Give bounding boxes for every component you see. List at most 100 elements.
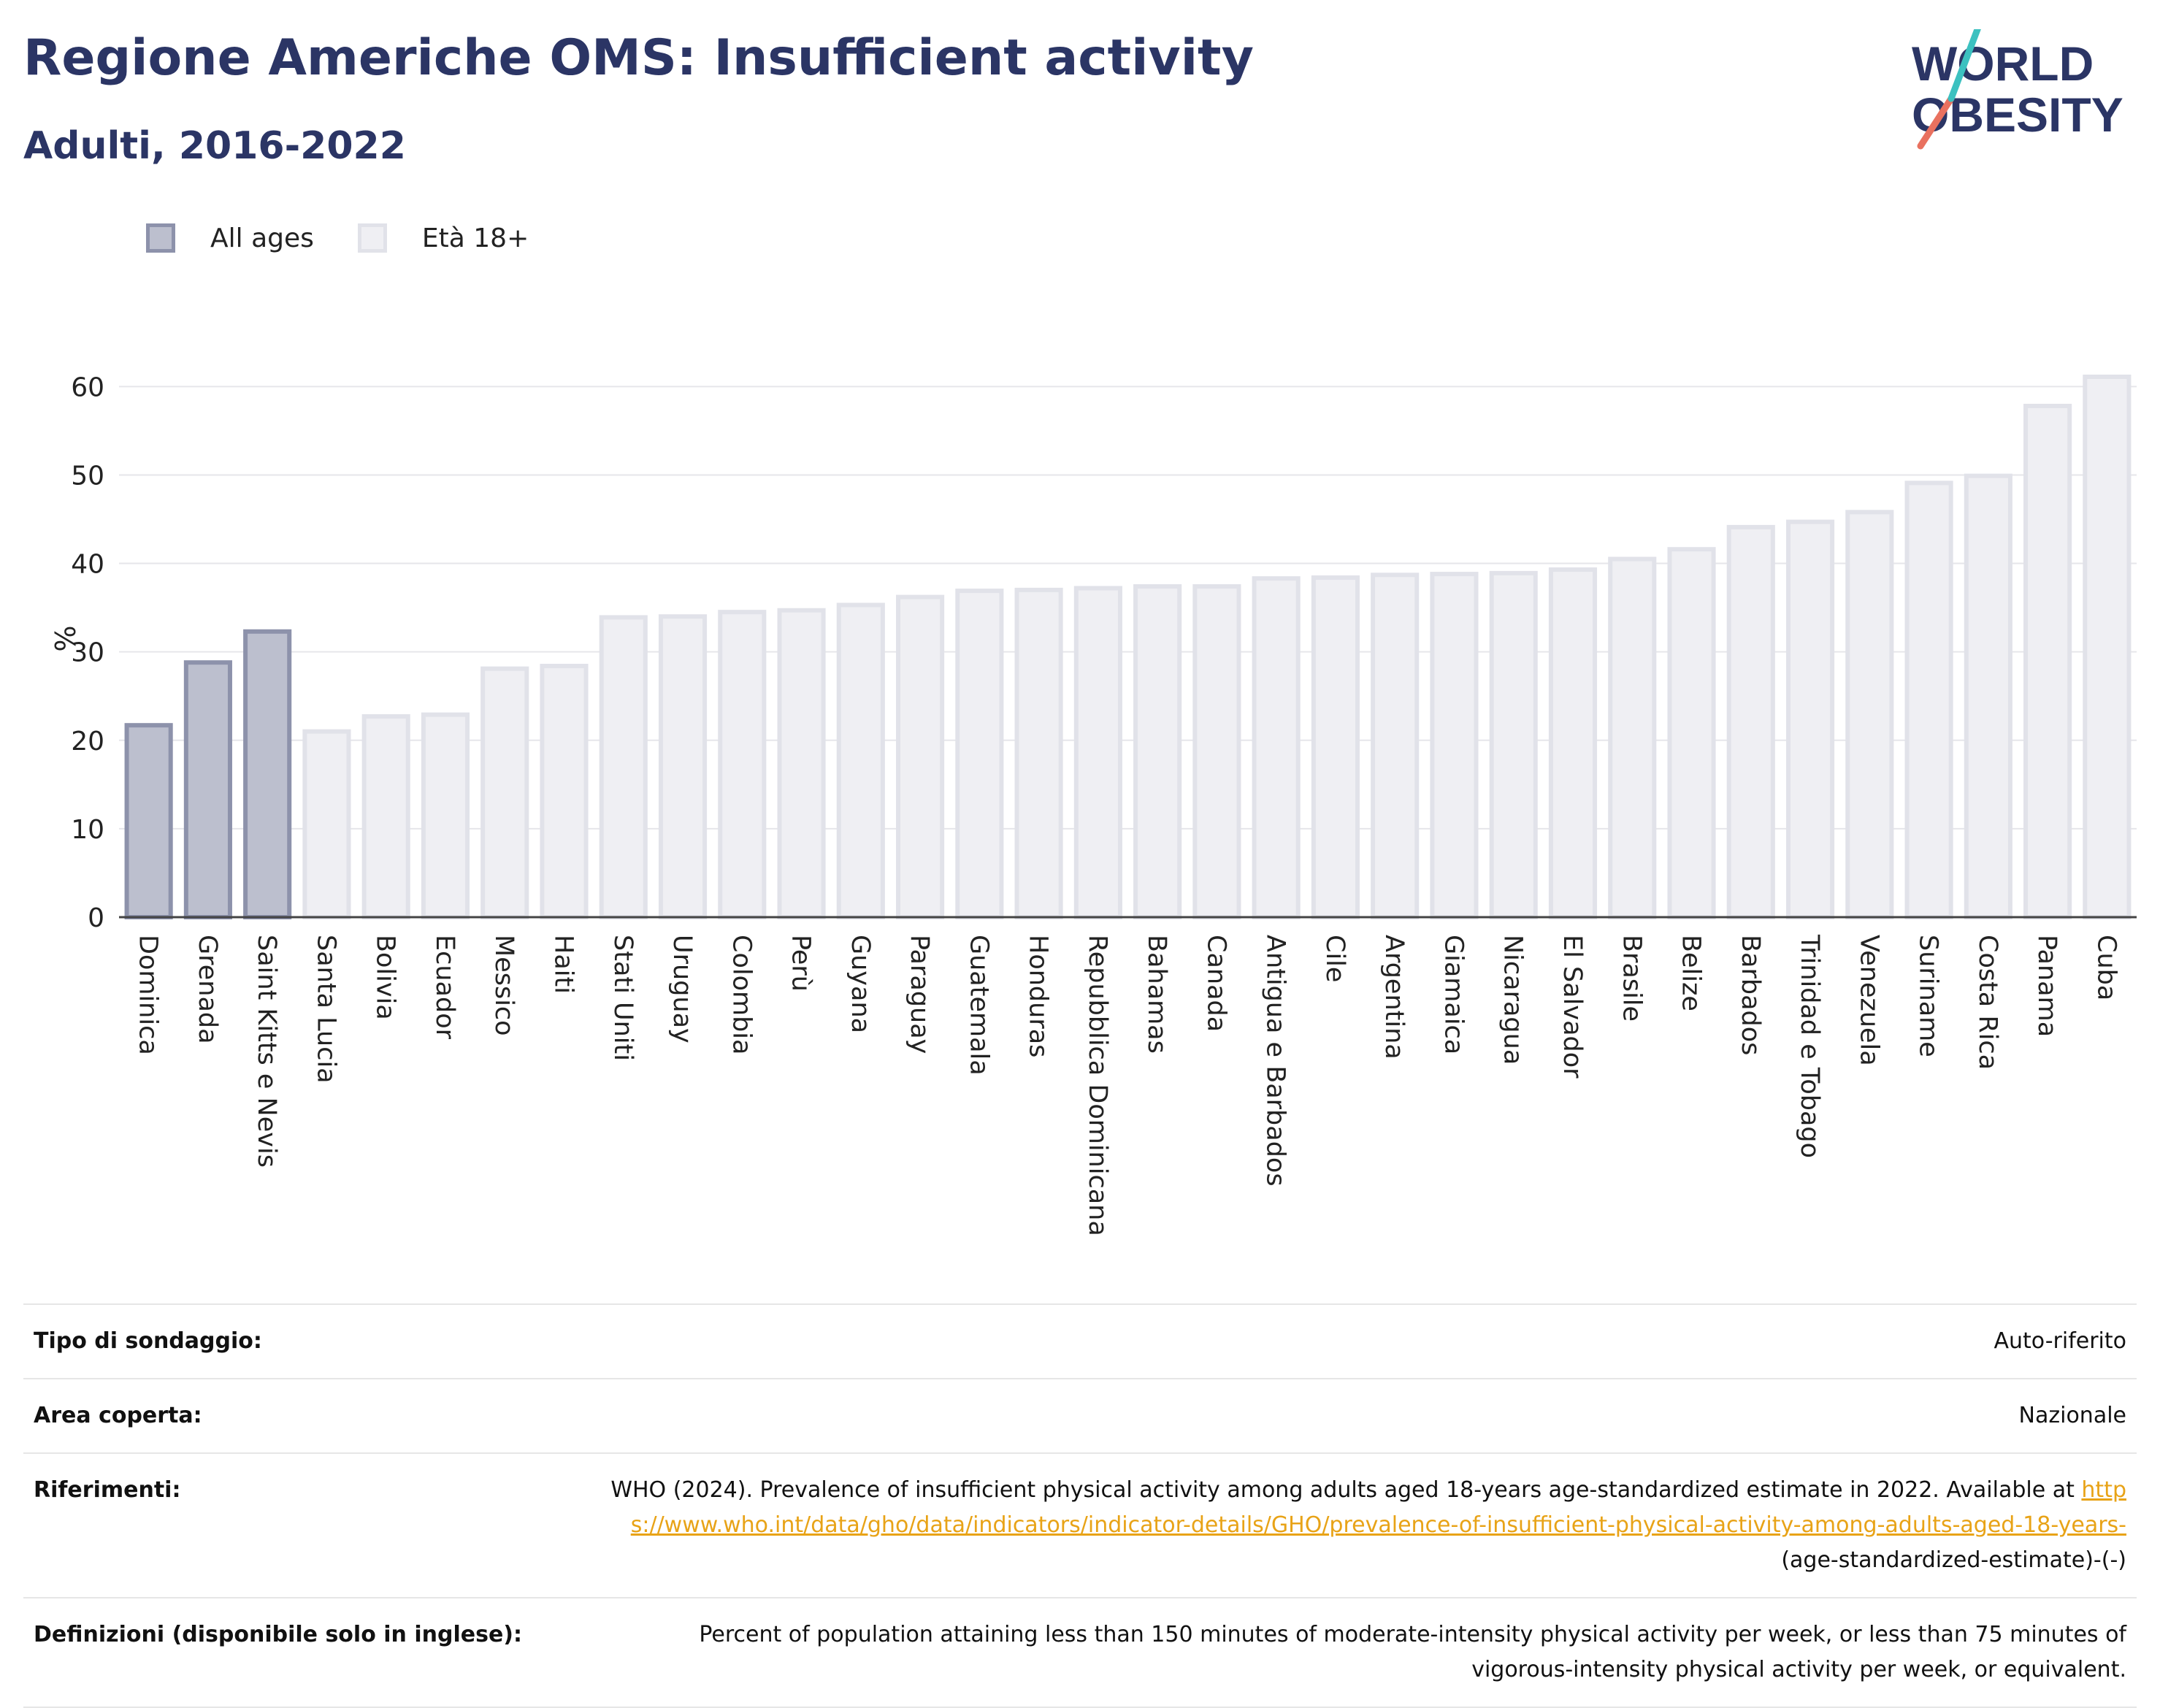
definitions-value: Percent of population attaining less tha… <box>599 1597 2137 1708</box>
y-axis-label: % <box>48 625 80 651</box>
references-text: WHO (2024). Prevalence of insufficient p… <box>610 1477 2075 1503</box>
x-tick-label: Colombia <box>727 935 756 1054</box>
x-tick-label: Stati Uniti <box>608 935 637 1061</box>
bar <box>480 666 529 920</box>
x-tick-label: Saint Kitts e Nevis <box>252 935 281 1168</box>
bar <box>1667 547 1716 919</box>
x-tick-label: Honduras <box>1024 935 1053 1057</box>
bar <box>2083 375 2132 919</box>
references-label: Riferimenti: <box>23 1452 599 1598</box>
x-tick-label: Giamaica <box>1439 935 1468 1054</box>
legend-swatch-all-ages <box>146 223 175 253</box>
y-tick-label: 0 <box>88 903 104 933</box>
bar <box>1489 570 1538 919</box>
info-row-references: Riferimenti: WHO (2024). Prevalence of i… <box>23 1452 2137 1598</box>
y-tick-label: 10 <box>71 815 104 845</box>
y-tick-label: 60 <box>71 372 104 402</box>
x-tick-label: Perù <box>786 935 816 992</box>
bar <box>1371 572 1420 919</box>
logo-slash-teal <box>1948 29 1981 102</box>
info-table: Tipo di sondaggio: Auto-riferito Area co… <box>23 1303 2137 1708</box>
bar <box>777 608 826 919</box>
bar <box>1252 576 1301 919</box>
bar <box>1192 584 1241 919</box>
bar <box>1014 587 1063 919</box>
bar <box>243 629 292 919</box>
legend-item-all-ages[interactable]: All ages <box>146 223 314 253</box>
legend-label-all-ages: All ages <box>210 223 314 253</box>
info-row-area: Area coperta: Nazionale <box>23 1378 2137 1454</box>
references-value: WHO (2024). Prevalence of insufficient p… <box>599 1452 2137 1598</box>
legend-swatch-18-plus <box>357 223 387 253</box>
x-tick-label: Guyana <box>846 935 875 1033</box>
bar <box>1904 480 1953 920</box>
x-tick-label: Grenada <box>193 935 222 1044</box>
area-value: Nazionale <box>599 1378 2137 1454</box>
x-tick-label: Bolivia <box>371 935 400 1020</box>
survey-type-value: Auto-riferito <box>599 1303 2137 1379</box>
x-tick-label: Uruguay <box>667 935 697 1043</box>
chart-legend: All ages Età 18+ <box>146 216 572 260</box>
bar <box>1608 556 1657 919</box>
bar <box>1845 510 1894 919</box>
bar <box>361 714 410 919</box>
x-tick-label: Argentina <box>1379 935 1409 1060</box>
bar-chart: 0 10 20 30 40 50 60% Dominica Grenada Saint Kitts… <box>48 372 2137 1236</box>
page-title: Regione Americhe OMS: Insufficient activ… <box>23 29 1254 87</box>
x-tick-label: Cuba <box>2091 935 2121 1000</box>
x-tick-label: Suriname <box>1914 935 1943 1057</box>
survey-type-label: Tipo di sondaggio: <box>23 1303 599 1379</box>
bar <box>421 712 470 920</box>
bar <box>540 664 589 919</box>
logo-slash-coral <box>1917 95 1955 150</box>
bar <box>302 729 351 920</box>
info-row-definitions: Definizioni (disponibile solo in inglese… <box>23 1597 2137 1708</box>
bar <box>955 589 1004 919</box>
references-link[interactable]: https://www.who.int/data/gho/data/indica… <box>630 1477 2126 1538</box>
bar <box>1073 586 1122 919</box>
x-tick-label: Dominica <box>134 935 163 1055</box>
legend-item-18-plus[interactable]: Età 18+ <box>357 223 529 253</box>
x-tick-label: Antigua e Barbados <box>1261 935 1290 1187</box>
x-tick-label: Canada <box>1201 935 1230 1032</box>
page-subtitle: Adulti, 2016-2022 <box>23 124 406 168</box>
bar <box>183 660 232 919</box>
x-tick-label: Venezuela <box>1854 935 1883 1066</box>
x-tick-label: Santa Lucia <box>311 935 340 1084</box>
references-tail: (age-standardized-estimate)-(-) <box>1781 1547 2126 1573</box>
bar <box>599 615 648 919</box>
y-tick-label: 50 <box>71 461 104 491</box>
bar <box>896 594 945 919</box>
bar <box>1726 524 1775 919</box>
x-tick-label: Barbados <box>1736 935 1765 1055</box>
y-tick-label: 40 <box>71 550 104 580</box>
x-tick-label: Guatemala <box>964 935 993 1076</box>
x-tick-label: Brasile <box>1617 935 1646 1022</box>
world-obesity-logo: WORLD OBESITY <box>1912 29 2123 150</box>
bar <box>1430 572 1479 919</box>
logo-text-line1: WORLD <box>1912 37 2094 91</box>
info-row-survey-type: Tipo di sondaggio: Auto-riferito <box>23 1303 2137 1379</box>
bar <box>2023 403 2072 919</box>
logo-text-line2: OBESITY <box>1912 88 2123 142</box>
y-tick-label: 30 <box>71 638 104 668</box>
legend-label-18-plus: Età 18+ <box>421 223 529 253</box>
x-tick-label: Haiti <box>548 935 578 994</box>
x-tick-label: Ecuador <box>430 935 459 1040</box>
bar <box>1548 567 1598 919</box>
bar <box>1311 575 1360 919</box>
x-tick-label: Repubblica Dominicana <box>1083 935 1112 1236</box>
bar <box>1964 473 2012 919</box>
bar <box>124 723 173 919</box>
bar <box>836 602 885 919</box>
x-tick-label: Bahamas <box>1142 935 1171 1054</box>
bar <box>718 610 767 919</box>
x-tick-label: Costa Rica <box>1973 935 2002 1070</box>
bar <box>1785 519 1835 919</box>
area-label: Area coperta: <box>23 1378 599 1454</box>
x-tick-label: Paraguay <box>905 935 934 1054</box>
x-tick-label: Trinidad e Tobago <box>1795 934 1824 1158</box>
y-tick-label: 20 <box>71 727 104 757</box>
bar <box>658 614 708 919</box>
definitions-label: Definizioni (disponibile solo in inglese… <box>23 1597 599 1708</box>
